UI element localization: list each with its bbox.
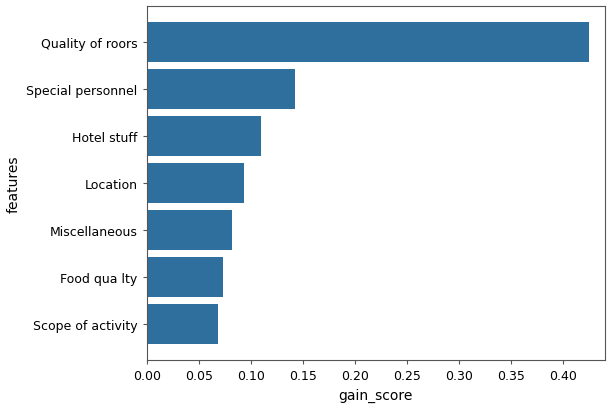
Bar xyxy=(147,258,223,297)
Y-axis label: features: features xyxy=(7,155,21,212)
Bar xyxy=(147,70,294,110)
Bar xyxy=(147,164,244,204)
Bar xyxy=(147,117,261,157)
X-axis label: gain_score: gain_score xyxy=(338,388,413,402)
Bar xyxy=(147,305,218,344)
Bar xyxy=(147,211,232,251)
Bar xyxy=(147,23,589,63)
